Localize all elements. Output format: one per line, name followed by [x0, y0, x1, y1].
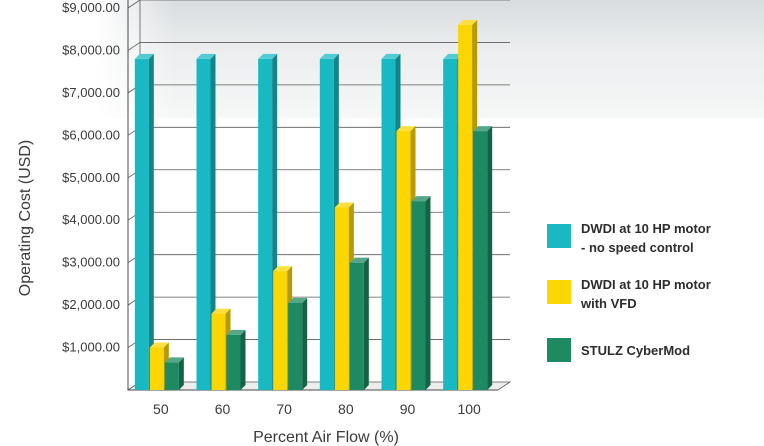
- bar-3-60: [227, 330, 246, 390]
- y-axis-label: Operating Cost (USD): [17, 140, 34, 297]
- bar-front: [335, 207, 349, 390]
- x-tick-label: 90: [400, 401, 416, 417]
- x-tick-labels: 50 60 70 80 90 100: [153, 401, 481, 417]
- y-tick-label: $2,000.00: [62, 297, 120, 312]
- bar-1-50: [135, 54, 154, 390]
- bar-front: [473, 131, 487, 390]
- legend-label: DWDI at 10 HP motor: [581, 221, 711, 236]
- x-tick-label: 80: [338, 401, 354, 417]
- y-tick-label: $5,000.00: [62, 170, 120, 185]
- bar-side: [149, 54, 154, 390]
- legend-label: with VFD: [580, 296, 637, 311]
- bar-3-70: [288, 298, 307, 390]
- bar-front: [288, 303, 302, 390]
- legend-swatch: [547, 280, 571, 304]
- x-axis-label: Percent Air Flow (%): [253, 429, 399, 446]
- bar-front: [320, 59, 334, 390]
- y-tick-label: $4,000.00: [62, 212, 120, 227]
- legend-item-1: DWDI at 10 HP motor - no speed control: [547, 221, 711, 255]
- legend: DWDI at 10 HP motor- no speed controlDWD…: [547, 221, 711, 362]
- legend-label: - no speed control: [581, 240, 694, 255]
- legend-item-2: DWDI at 10 HP motor with VFD: [547, 277, 711, 311]
- legend-swatch: [547, 224, 571, 248]
- gridline-depth: [128, 0, 140, 8]
- bar-side: [364, 258, 369, 390]
- bar-front: [197, 59, 211, 390]
- bar-3-100: [473, 126, 492, 390]
- y-tick-label: $6,000.00: [62, 127, 120, 142]
- bar-side: [426, 196, 431, 390]
- bar-front: [135, 59, 149, 390]
- bar-front: [150, 348, 164, 390]
- bar-front: [458, 25, 472, 390]
- bar-front: [350, 263, 364, 390]
- bar-front: [258, 59, 272, 390]
- legend-label: DWDI at 10 HP motor: [581, 277, 711, 292]
- y-tick-label: $9,000.00: [62, 0, 120, 15]
- legend-swatch: [547, 338, 571, 362]
- bar-side: [302, 298, 307, 390]
- bar-front: [273, 271, 287, 390]
- bar-side: [487, 126, 492, 390]
- x-tick-label: 50: [153, 401, 169, 417]
- bar-3-90: [412, 196, 431, 390]
- y-tick-labels: $1,000.00 $2,000.00 $3,000.00 $4,000.00 $5,0…: [62, 0, 120, 355]
- bar-front: [443, 59, 457, 390]
- y-tick-label: $3,000.00: [62, 255, 120, 270]
- bar-front: [397, 131, 411, 390]
- legend-label: STULZ CyberMod: [581, 343, 690, 358]
- bar-front: [212, 314, 226, 390]
- legend-item-3: STULZ CyberMod: [547, 338, 690, 362]
- bar-3-50: [165, 357, 184, 390]
- bar-3-80: [350, 258, 369, 390]
- y-tick-label: $7,000.00: [62, 85, 120, 100]
- bar-side: [179, 357, 184, 390]
- x-tick-label: 60: [215, 401, 231, 417]
- y-tick-label: $8,000.00: [62, 42, 120, 57]
- bar-front: [412, 201, 426, 390]
- bars: [135, 20, 492, 390]
- x-tick-label: 70: [276, 401, 292, 417]
- bar-side: [241, 330, 246, 390]
- y-tick-label: $1,000.00: [62, 340, 120, 355]
- bar-front: [227, 335, 241, 390]
- bar-front: [165, 362, 179, 390]
- bar-front: [382, 59, 396, 390]
- gridline-depth: [128, 42, 140, 50]
- x-tick-label: 100: [457, 401, 481, 417]
